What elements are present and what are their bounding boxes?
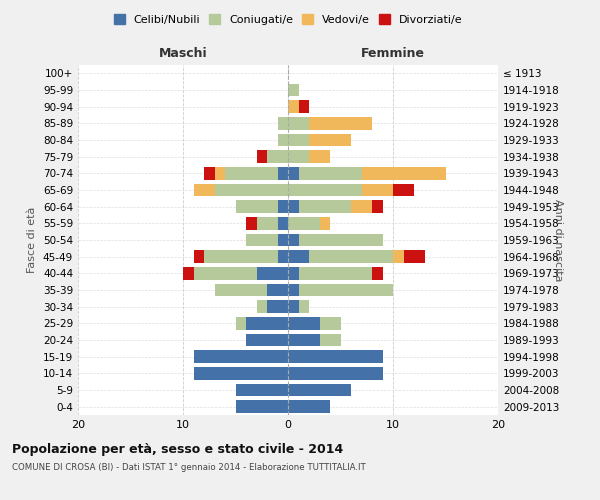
Bar	[215, 284, 267, 296]
Bar	[288, 150, 309, 163]
Bar	[235, 384, 288, 396]
Bar	[246, 334, 288, 346]
Bar	[193, 350, 288, 363]
Bar	[215, 184, 288, 196]
Bar	[361, 184, 393, 196]
Bar	[288, 384, 351, 396]
Bar	[299, 300, 309, 313]
Text: Anni di nascita: Anni di nascita	[553, 198, 563, 281]
Bar	[288, 250, 309, 263]
Bar	[193, 250, 204, 263]
Bar	[193, 267, 257, 280]
Bar	[204, 250, 277, 263]
Legend: Celibi/Nubili, Coniugati/e, Vedovi/e, Divorziati/e: Celibi/Nubili, Coniugati/e, Vedovi/e, Di…	[110, 11, 466, 28]
Bar	[277, 217, 288, 230]
Bar	[267, 150, 288, 163]
Bar	[257, 150, 267, 163]
Bar	[235, 400, 288, 413]
Bar	[267, 284, 288, 296]
Bar	[235, 317, 246, 330]
Bar	[277, 117, 288, 130]
Bar	[257, 300, 267, 313]
Bar	[299, 200, 351, 213]
Bar	[299, 267, 372, 280]
Bar	[277, 167, 288, 179]
Bar	[267, 300, 288, 313]
Bar	[361, 167, 445, 179]
Bar	[277, 234, 288, 246]
Bar	[288, 184, 361, 196]
Bar	[309, 250, 393, 263]
Bar	[277, 200, 288, 213]
Bar	[288, 317, 320, 330]
Bar	[288, 134, 309, 146]
Bar	[246, 217, 257, 230]
Bar	[351, 200, 372, 213]
Bar	[404, 250, 425, 263]
Bar	[288, 167, 299, 179]
Bar	[309, 150, 330, 163]
Bar	[193, 184, 215, 196]
Bar	[288, 234, 299, 246]
Bar	[288, 334, 320, 346]
Text: COMUNE DI CROSA (BI) - Dati ISTAT 1° gennaio 2014 - Elaborazione TUTTITALIA.IT: COMUNE DI CROSA (BI) - Dati ISTAT 1° gen…	[12, 462, 366, 471]
Bar	[309, 134, 351, 146]
Bar	[225, 167, 277, 179]
Bar	[288, 100, 299, 113]
Bar	[393, 184, 414, 196]
Y-axis label: Fasce di età: Fasce di età	[28, 207, 37, 273]
Bar	[246, 317, 288, 330]
Bar	[320, 317, 341, 330]
Bar	[288, 300, 299, 313]
Bar	[299, 234, 383, 246]
Bar	[288, 284, 299, 296]
Bar	[277, 134, 288, 146]
Bar	[299, 284, 393, 296]
Text: Popolazione per età, sesso e stato civile - 2014: Popolazione per età, sesso e stato civil…	[12, 442, 343, 456]
Bar	[288, 400, 330, 413]
Bar	[183, 267, 193, 280]
Bar	[309, 117, 372, 130]
Bar	[288, 84, 299, 96]
Bar	[257, 217, 277, 230]
Bar	[320, 334, 341, 346]
Bar	[288, 200, 299, 213]
Bar	[372, 267, 383, 280]
Bar	[193, 367, 288, 380]
Bar	[204, 167, 215, 179]
Bar	[246, 234, 277, 246]
Bar	[215, 167, 225, 179]
Bar	[288, 217, 320, 230]
Bar	[288, 367, 383, 380]
Text: Femmine: Femmine	[361, 47, 425, 60]
Bar	[277, 250, 288, 263]
Bar	[299, 100, 309, 113]
Text: Maschi: Maschi	[158, 47, 208, 60]
Bar	[288, 350, 383, 363]
Bar	[372, 200, 383, 213]
Bar	[257, 267, 288, 280]
Bar	[299, 167, 361, 179]
Bar	[288, 267, 299, 280]
Bar	[288, 117, 309, 130]
Bar	[393, 250, 404, 263]
Bar	[235, 200, 277, 213]
Bar	[320, 217, 330, 230]
